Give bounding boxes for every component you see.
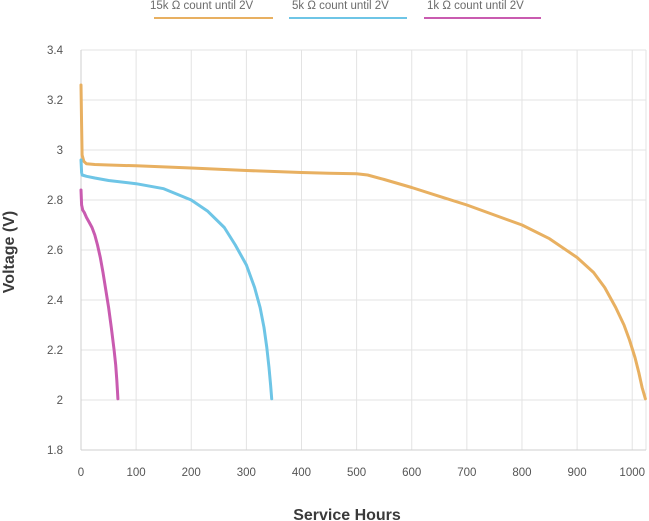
x-axis-title: Service Hours	[293, 507, 401, 521]
y-tick-label: 1.8	[47, 445, 63, 457]
x-tick-label: 600	[402, 467, 421, 479]
x-tick-label: 200	[182, 467, 201, 479]
legend-label-5k: 5k Ω count until 2V	[292, 0, 389, 12]
x-tick-labels: 0 100 200 300 400 500 600 700 800 900 1000	[78, 467, 645, 479]
legend-item-1k: 1k Ω count until 2V	[427, 0, 524, 12]
y-tick-label: 3.2	[47, 95, 63, 107]
x-tick-label: 400	[292, 467, 311, 479]
legend-line-15k	[154, 17, 273, 19]
legend-label-15k: 15k Ω count until 2V	[150, 0, 254, 12]
legend-item-5k: 5k Ω count until 2V	[292, 0, 389, 12]
x-tick-label: 300	[237, 467, 256, 479]
series-line-1	[79, 158, 274, 401]
y-tick-label: 2.6	[47, 245, 63, 257]
legend-label-1k: 1k Ω count until 2V	[427, 0, 524, 12]
series-lines	[79, 83, 647, 401]
y-tick-label: 2.4	[47, 295, 64, 307]
x-tick-label: 500	[347, 467, 366, 479]
legend-item-15k: 15k Ω count until 2V	[150, 0, 253, 12]
legend-line-5k	[289, 17, 407, 19]
x-tick-label: 100	[127, 467, 146, 479]
y-tick-label: 2	[57, 395, 63, 407]
y-tick-label: 3	[57, 145, 63, 157]
y-tick-labels: 1.8 2 2.2 2.4 2.6 2.8 3 3.2 3.4	[47, 45, 64, 457]
legend-line-1k	[424, 17, 541, 19]
y-axis-title: Voltage (V)	[1, 211, 18, 293]
y-tick-label: 2.2	[47, 345, 63, 357]
y-tick-label: 2.8	[47, 195, 63, 207]
series-line-0	[79, 83, 647, 401]
series-line-2	[79, 188, 120, 401]
x-tick-label: 900	[568, 467, 587, 479]
x-tick-label: 800	[512, 467, 531, 479]
y-tick-label: 3.4	[47, 45, 64, 57]
x-tick-label: 700	[457, 467, 476, 479]
gridlines	[81, 49, 647, 450]
legend: 15k Ω count until 2V 5k Ω count until 2V…	[0, 0, 649, 24]
x-tick-label: 1000	[619, 467, 645, 479]
x-tick-label: 0	[78, 467, 84, 479]
